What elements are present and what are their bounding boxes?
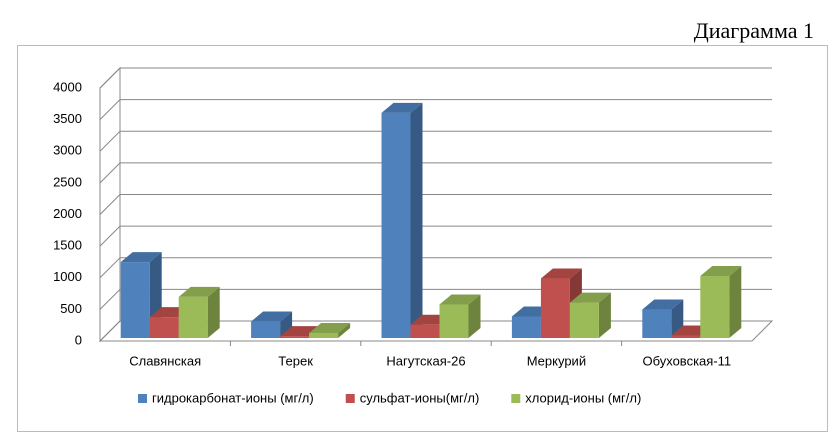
y-tick-label: 3000	[53, 143, 82, 158]
bar-front	[700, 276, 730, 338]
x-tick-label: Терек	[278, 353, 313, 368]
legend-swatch	[138, 394, 147, 403]
x-tick-label: Обуховская-11	[642, 353, 731, 368]
y-tick-label: 2500	[53, 174, 82, 189]
bar-side	[410, 102, 423, 338]
grid-line	[99, 130, 772, 152]
y-tick-label: 1000	[53, 269, 82, 284]
y-tick-label: 1500	[53, 238, 82, 253]
bar	[309, 322, 351, 338]
grid-line	[99, 162, 772, 184]
legend-label: сульфат-ионы(мг/л)	[360, 390, 480, 405]
bar-side	[729, 266, 742, 338]
legend-label: хлорид-ионы (мг/л)	[525, 390, 641, 405]
bar	[700, 266, 742, 338]
bar-top	[439, 294, 481, 305]
bar-front	[671, 335, 701, 338]
bar-side	[338, 322, 351, 338]
bar-side	[280, 311, 293, 338]
y-tick-label: 2000	[53, 206, 82, 221]
grid-line	[99, 67, 772, 89]
y-tick-label: 500	[60, 301, 82, 316]
bar	[381, 102, 423, 338]
bar-top	[251, 311, 293, 322]
bar-top	[381, 102, 423, 113]
x-tick-label: Нагутская-26	[386, 353, 465, 368]
bar-top	[178, 286, 220, 297]
bar-side	[598, 292, 611, 338]
bar-front	[511, 316, 541, 338]
grid-line	[99, 99, 772, 120]
bar-front	[149, 317, 179, 338]
bar-top	[569, 292, 611, 303]
bar-top	[309, 322, 351, 333]
legend-swatch	[511, 394, 521, 403]
chart-border	[17, 45, 828, 432]
bar-top	[642, 299, 684, 310]
bar	[251, 311, 293, 338]
y-tick-label: 4000	[53, 79, 82, 94]
bar-front	[410, 324, 440, 338]
bar-top	[700, 266, 742, 277]
chart-title: Диаграмма 1	[694, 18, 814, 43]
bar	[569, 292, 611, 338]
x-tick-label: Меркурий	[527, 353, 586, 368]
y-tick-label: 3500	[53, 111, 82, 126]
bar-front	[540, 278, 570, 338]
bar-top	[540, 268, 582, 279]
legend-swatch	[345, 394, 355, 403]
bar-front	[309, 332, 339, 338]
y-tick-label: 0	[75, 332, 82, 347]
bar-front	[439, 304, 469, 338]
bar-front	[381, 112, 411, 338]
bar	[439, 294, 481, 338]
bar-front	[251, 321, 281, 338]
x-tick-label: Славянская	[129, 353, 201, 368]
bar-front	[642, 309, 672, 338]
grid-line	[99, 225, 772, 247]
bar-front	[178, 296, 208, 338]
bar-front	[120, 262, 150, 338]
bar-side	[207, 286, 220, 338]
bar-front	[280, 336, 310, 338]
bar	[178, 286, 220, 338]
bar-top	[120, 252, 162, 263]
legend-label: гидрокарбонат-ионы (мг/л)	[152, 390, 314, 405]
grid-line	[99, 194, 772, 215]
grid-line	[99, 257, 772, 279]
bar-side	[468, 294, 481, 338]
bar-front	[569, 302, 599, 338]
